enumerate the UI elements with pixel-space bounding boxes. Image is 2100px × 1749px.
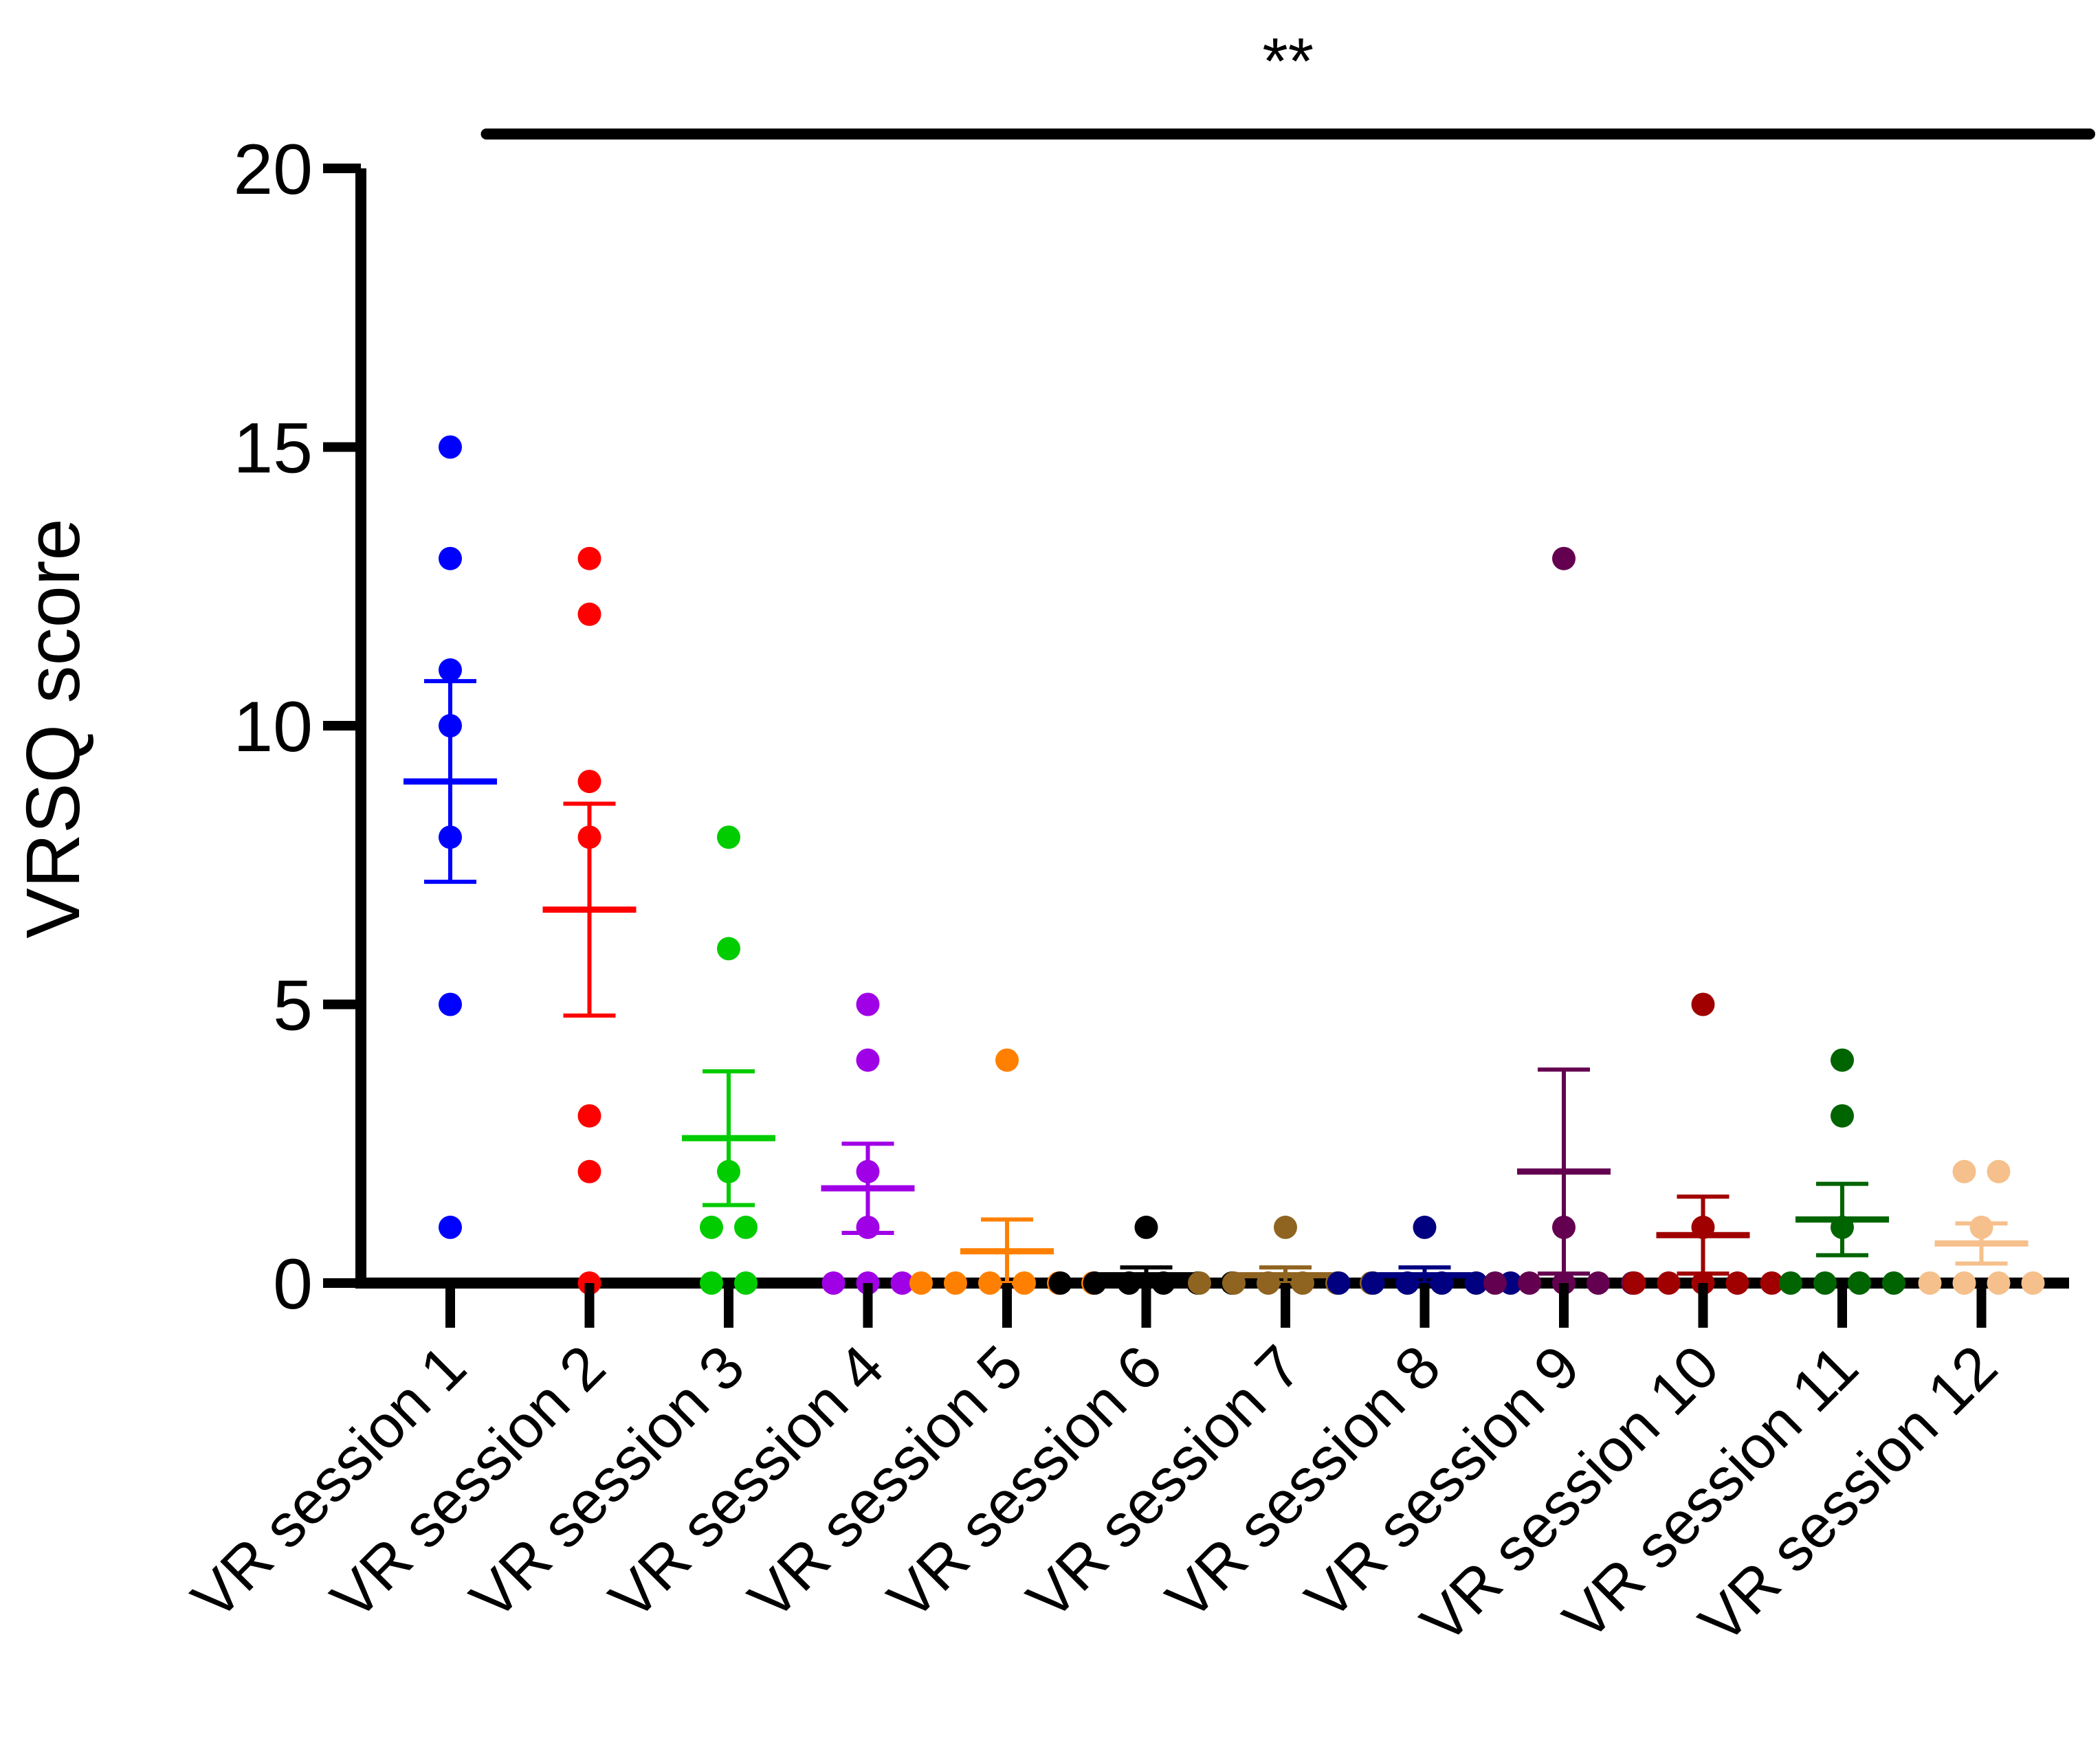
y-ticks-layer: 0 5 10 15 20 [233, 130, 361, 1324]
data-point [1151, 1271, 1175, 1295]
data-point [1291, 1271, 1314, 1295]
data-point [1760, 1271, 1784, 1295]
data-point [1013, 1271, 1036, 1295]
data-point [995, 1048, 1019, 1072]
data-point [1361, 1271, 1385, 1295]
data-point [1657, 1271, 1681, 1295]
data-point [1430, 1271, 1454, 1295]
data-point [1395, 1271, 1419, 1295]
data-point [439, 992, 462, 1016]
data-point [439, 546, 462, 570]
data-point [856, 1048, 880, 1072]
data-point [700, 1215, 723, 1239]
error-bars-layer [404, 679, 2029, 1285]
data-point [577, 602, 601, 626]
y-tick-label: 5 [273, 966, 313, 1046]
error-bar [1517, 1067, 1611, 1276]
data-point [1222, 1271, 1246, 1295]
y-tick-label: 20 [233, 130, 313, 210]
data-point [1969, 1215, 1993, 1239]
data-point [1587, 1271, 1610, 1295]
significance-label: ** [1262, 25, 1314, 98]
data-point [439, 714, 462, 737]
data-point [1413, 1215, 1437, 1239]
data-point [717, 825, 740, 849]
data-point [821, 1271, 845, 1295]
data-point [1134, 1215, 1158, 1239]
data-point [1083, 1271, 1107, 1295]
data-point [1274, 1215, 1297, 1239]
data-point [944, 1271, 967, 1295]
data-point [577, 770, 601, 794]
category-labels-layer: VR session 1VR session 2VR session 3VR s… [179, 1283, 2010, 1656]
data-point [1483, 1271, 1507, 1295]
data-point [1518, 1271, 1541, 1295]
data-point [1327, 1271, 1351, 1295]
data-point [1831, 1215, 1854, 1239]
significance-layer: ** [480, 25, 2095, 140]
data-point [1848, 1271, 1871, 1295]
data-point [1918, 1271, 1942, 1295]
data-point [1952, 1271, 1976, 1295]
data-point [734, 1271, 758, 1295]
data-point [1987, 1159, 2011, 1183]
data-point [890, 1271, 914, 1295]
y-axis-title: VRSQ score [11, 518, 96, 938]
data-point [1691, 992, 1715, 1016]
points-layer [439, 435, 2045, 1295]
data-point [439, 1215, 462, 1239]
data-point [1622, 1271, 1646, 1295]
data-point [439, 435, 462, 459]
data-point [1552, 546, 1576, 570]
data-point [577, 546, 601, 570]
data-point [717, 1159, 740, 1183]
data-point [1725, 1271, 1749, 1295]
data-point [734, 1215, 758, 1239]
error-bar [404, 679, 497, 884]
data-point [1987, 1271, 2011, 1295]
data-point [856, 1159, 880, 1183]
data-point [1257, 1271, 1280, 1295]
data-point [1464, 1271, 1488, 1295]
data-point [978, 1271, 1002, 1295]
data-point [700, 1271, 723, 1295]
data-point [1831, 1104, 1854, 1128]
data-point [439, 658, 462, 682]
y-tick-label: 15 [233, 409, 313, 489]
data-point [1952, 1159, 1976, 1183]
data-point [909, 1271, 933, 1295]
data-point [439, 825, 462, 849]
data-point [1831, 1048, 1854, 1072]
data-point [2021, 1271, 2045, 1295]
data-point [717, 937, 740, 961]
error-bar [960, 1217, 1054, 1285]
error-bar [682, 1069, 775, 1207]
data-point [1048, 1271, 1072, 1295]
data-point [1779, 1271, 1802, 1295]
y-tick-label: 10 [233, 687, 313, 767]
y-tick-label: 0 [273, 1245, 313, 1324]
data-point [1117, 1271, 1141, 1295]
data-point [577, 825, 601, 849]
data-point [1882, 1271, 1905, 1295]
data-point [1552, 1215, 1576, 1239]
data-point [1188, 1271, 1211, 1295]
data-point [577, 1159, 601, 1183]
data-point [856, 1215, 880, 1239]
data-point [856, 992, 880, 1016]
data-point [1813, 1271, 1837, 1295]
data-point [577, 1104, 601, 1128]
axes-layer [355, 168, 2069, 1289]
data-point [1691, 1215, 1715, 1239]
